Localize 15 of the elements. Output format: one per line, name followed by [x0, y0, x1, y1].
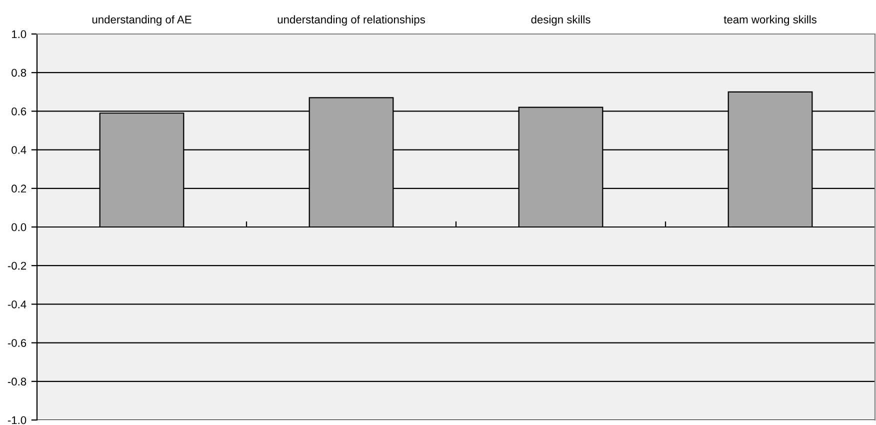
y-tick-label: 0.2 [12, 184, 26, 193]
x-tick-label: understanding of relationships [278, 15, 425, 26]
y-tick-label: -0.4 [8, 300, 26, 308]
y-tick-label: -1.0 [8, 416, 26, 424]
x-tick-label: team working skills [724, 15, 816, 26]
y-tick-label: -0.2 [8, 262, 26, 270]
y-tick-label: -0.8 [8, 378, 26, 386]
y-tick-label: 0.0 [12, 223, 26, 232]
x-tick-label: understanding of AE [92, 15, 192, 26]
y-tick-label: 1.0 [12, 30, 26, 38]
x-tick-label: design skills [531, 15, 590, 26]
y-tick-label: 0.4 [12, 146, 26, 154]
y-tick-label: -0.6 [8, 339, 26, 347]
y-tick-label: 0.6 [12, 107, 26, 116]
y-tick-label: 0.8 [12, 68, 26, 77]
